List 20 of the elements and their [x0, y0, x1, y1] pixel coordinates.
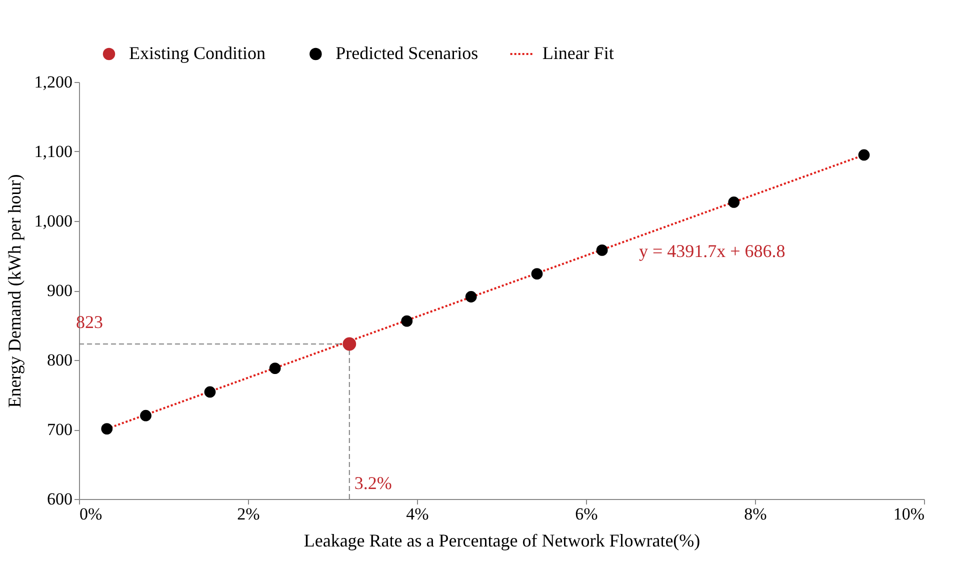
x-tick-label: 4%: [406, 504, 429, 524]
x-tick-label: 6%: [575, 504, 598, 524]
x-axis-title: Leakage Rate as a Percentage of Network Flowrate(%): [304, 530, 700, 550]
legend-label: Predicted Scenarios: [336, 43, 478, 63]
y-tick-label: 1,200: [34, 72, 72, 92]
ref-line-label: 3.2%: [354, 473, 392, 493]
y-tick-label: 1,000: [34, 212, 72, 230]
y-axis-title: Energy Demand (kWh per hour): [4, 174, 24, 408]
y-tick-label: 900: [47, 281, 72, 300]
y-tick-label: 1,100: [34, 142, 72, 161]
legend-label: Existing Condition: [129, 43, 266, 63]
x-tick-label: 0%: [80, 504, 102, 524]
y-tick-label: 700: [47, 420, 72, 439]
x-tick-label: 2%: [237, 504, 260, 524]
annotation: y = 4391.7x + 686.8: [639, 241, 786, 261]
x-tick-label: 8%: [744, 504, 767, 524]
legend-label: Linear Fit: [542, 43, 614, 63]
y-tick-label: 600: [47, 490, 72, 508]
x-tick-label: 10%: [893, 504, 924, 524]
y-tick-label: 800: [47, 350, 72, 370]
